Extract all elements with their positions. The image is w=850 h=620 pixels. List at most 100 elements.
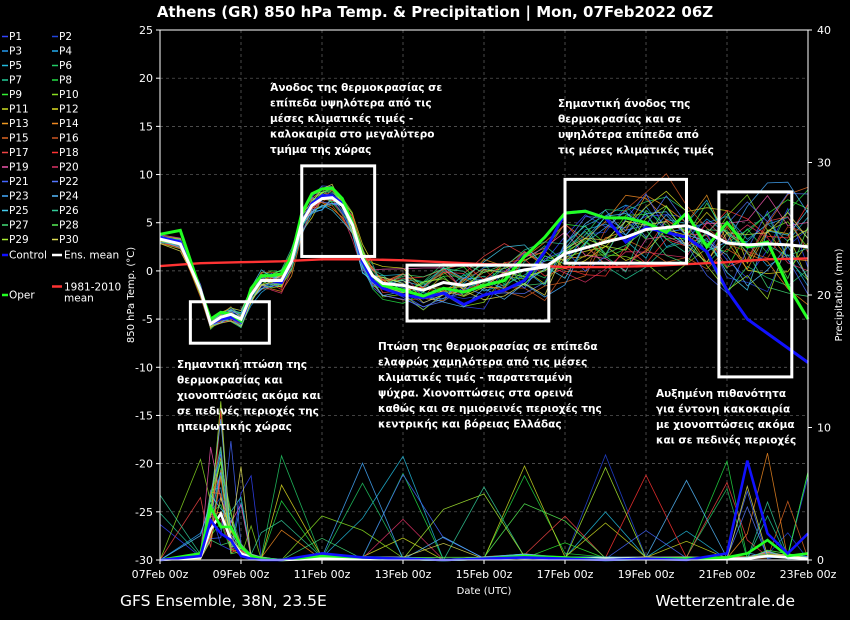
legend-label: P18 (59, 147, 79, 159)
y-axis-label: 850 hPa Temp. (°C) (126, 247, 137, 343)
y2-tick-label: 10 (817, 422, 831, 435)
precipitation-series (159, 460, 809, 562)
x-tick-label: 19Feb 00z (618, 568, 675, 581)
legend-label: P22 (59, 176, 79, 188)
legend-label: P23 (9, 191, 29, 203)
y-tick-label: 15 (139, 120, 153, 133)
y-tick-label: 10 (139, 169, 153, 182)
legend-label: P8 (59, 75, 72, 87)
annotation-line: Σημαντική πτώση της (177, 359, 307, 371)
annotation-line: Πτώση της θερμοκρασίας σε επίπεδα (378, 341, 598, 353)
annotation-line: Σημαντική άνοδος της (558, 98, 690, 110)
main-series (159, 186, 810, 364)
legend-label: P29 (9, 234, 29, 246)
x-tick-label: 13Feb 00z (375, 568, 432, 581)
legend-label: P21 (9, 176, 29, 188)
annotation-line: επίπεδα υψηλότερα από τις (270, 98, 432, 110)
annotation-line: τις μέσες κλιματικές τιμές (558, 145, 714, 157)
legend: P1 P2 P3 P4 P5 P6 P7 P8 P9 P10 P11 P12 P13 P14 P15 P16 P… (2, 31, 121, 305)
y-tick-label: -10 (135, 361, 153, 374)
legend-label: P20 (59, 162, 79, 174)
annotation-ann-middle: Πτώση της θερμοκρασίας σε επίπεδα ελαφρώς… (378, 341, 602, 431)
temp-line-oper (159, 186, 810, 324)
footer-source: Wetterzentrale.de (655, 592, 795, 610)
y-tick-label: 20 (139, 72, 153, 85)
legend-label: P11 (9, 104, 29, 116)
x-axis-label: Date (UTC) (457, 586, 512, 597)
legend-label: P7 (9, 75, 22, 87)
legend-label: P25 (9, 205, 29, 217)
legend-label: P6 (59, 60, 72, 72)
y-tick-label: -30 (135, 554, 153, 567)
y-axis-ticks: 25 20 15 10 5 0 -5 -10 -15 -20 -25 -30 (135, 24, 160, 567)
y-tick-label: -25 (135, 506, 153, 519)
annotation-line: μέσες κλιματικές τιμές - (270, 113, 413, 125)
annotation-line: χιονοπτώσεις ακόμα και (177, 390, 321, 402)
x-tick-label: 23Feb 00z (780, 568, 837, 581)
y2-tick-label: 30 (817, 157, 831, 170)
annotation-line: τμήμα της χώρας (270, 144, 371, 156)
y2-tick-label: 40 (817, 24, 831, 37)
annotation-line: θερμοκρασίας και (177, 375, 283, 387)
x-tick-label: 15Feb 00z (456, 568, 513, 581)
y2-axis-ticks: 40 30 20 10 0 (808, 24, 831, 567)
x-tick-label: 11Feb 00z (294, 568, 351, 581)
annotation-line: για έντονη κακοκαιρία (656, 404, 790, 416)
annotation-line: κλιματικές τιμές - παρατεταμένη (378, 372, 572, 384)
x-tick-label: 17Feb 00z (537, 568, 594, 581)
highlight-box (188, 300, 271, 345)
annotation-line: κεντρικής και βόρειας Ελλάδας (378, 419, 562, 431)
annotation-line: υψηλότερα επίπεδα από (558, 129, 699, 141)
legend-label: P19 (9, 162, 29, 174)
legend-label: P9 (9, 89, 22, 101)
legend-label: P15 (9, 133, 29, 145)
y-tick-label: -15 (135, 409, 153, 422)
annotation-line: Άνοδος της θερμοκρασίας σε (270, 82, 442, 94)
y-tick-label: 25 (139, 24, 153, 37)
legend-label: P16 (59, 133, 79, 145)
annotation-line: και σε πεδινές περιοχές (656, 435, 796, 447)
highlight-box (563, 177, 688, 265)
legend-label-line: 1981-2010 (64, 282, 121, 294)
x-tick-label: 09Feb 00z (213, 568, 270, 581)
y2-axis-label: Precipitation (mm) (834, 248, 845, 341)
legend-label: Oper (9, 290, 35, 302)
x-tick-label: 21Feb 00z (699, 568, 756, 581)
y-tick-label: -5 (142, 313, 153, 326)
y2-tick-label: 20 (817, 289, 831, 302)
x-axis-ticks: 07Feb 00z 09Feb 00z 11Feb 00z 13Feb 00z 15Fe… (132, 560, 837, 581)
legend-label: P30 (59, 234, 79, 246)
x-tick-label: 07Feb 00z (132, 568, 189, 581)
highlight-box (405, 263, 551, 323)
legend-label: Ens. mean (64, 250, 119, 262)
legend-label: P12 (59, 104, 79, 116)
annotation-ann-upper-right: Σημαντική άνοδος της θερμοκρασίας και σε υ… (558, 98, 714, 157)
y-tick-label: 5 (146, 217, 153, 230)
annotation-boxes (188, 164, 794, 379)
legend-label: P28 (59, 220, 79, 232)
legend-label: P5 (9, 60, 22, 72)
annotations: Άνοδος της θερμοκρασίας σε επίπεδα υψηλότ… (177, 82, 796, 447)
annotation-ann-lower-right: Αυξημένη πιθανότητα για έντονη κακοκαιρία… (656, 388, 796, 447)
annotation-line: ψύχρα. Χιονοπτώσεις στα ορεινά (378, 388, 573, 400)
legend-label: P4 (59, 46, 72, 58)
legend-label: P13 (9, 118, 29, 130)
annotation-ann-lower-left: Σημαντική πτώση της θερμοκρασίας και χιονο… (177, 359, 321, 433)
y2-tick-label: 0 (817, 554, 824, 567)
y-tick-label: 0 (146, 265, 153, 278)
legend-label: P1 (9, 31, 22, 43)
legend-label: P2 (59, 31, 72, 43)
legend-label: P26 (59, 205, 79, 217)
annotation-line: ελαφρώς χαμηλότερα από τις μέσες (378, 357, 587, 369)
legend-label: P17 (9, 147, 29, 159)
legend-label: 1981-2010 mean (64, 282, 121, 305)
annotation-line: θερμοκρασίας και σε (558, 114, 682, 126)
annotation-line: με χιονοπτώσεις ακόμα (656, 419, 795, 431)
legend-label-line: mean (64, 293, 94, 305)
annotation-line: Αυξημένη πιθανότητα (656, 388, 786, 400)
member-temp-line (159, 183, 809, 328)
footer-model-info: GFS Ensemble, 38N, 23.5E (120, 592, 327, 610)
annotation-line: καθώς και σε ημιορεινές περιοχές της (378, 403, 602, 415)
annotation-line: σε πεδινές περιοχές της (177, 406, 319, 418)
